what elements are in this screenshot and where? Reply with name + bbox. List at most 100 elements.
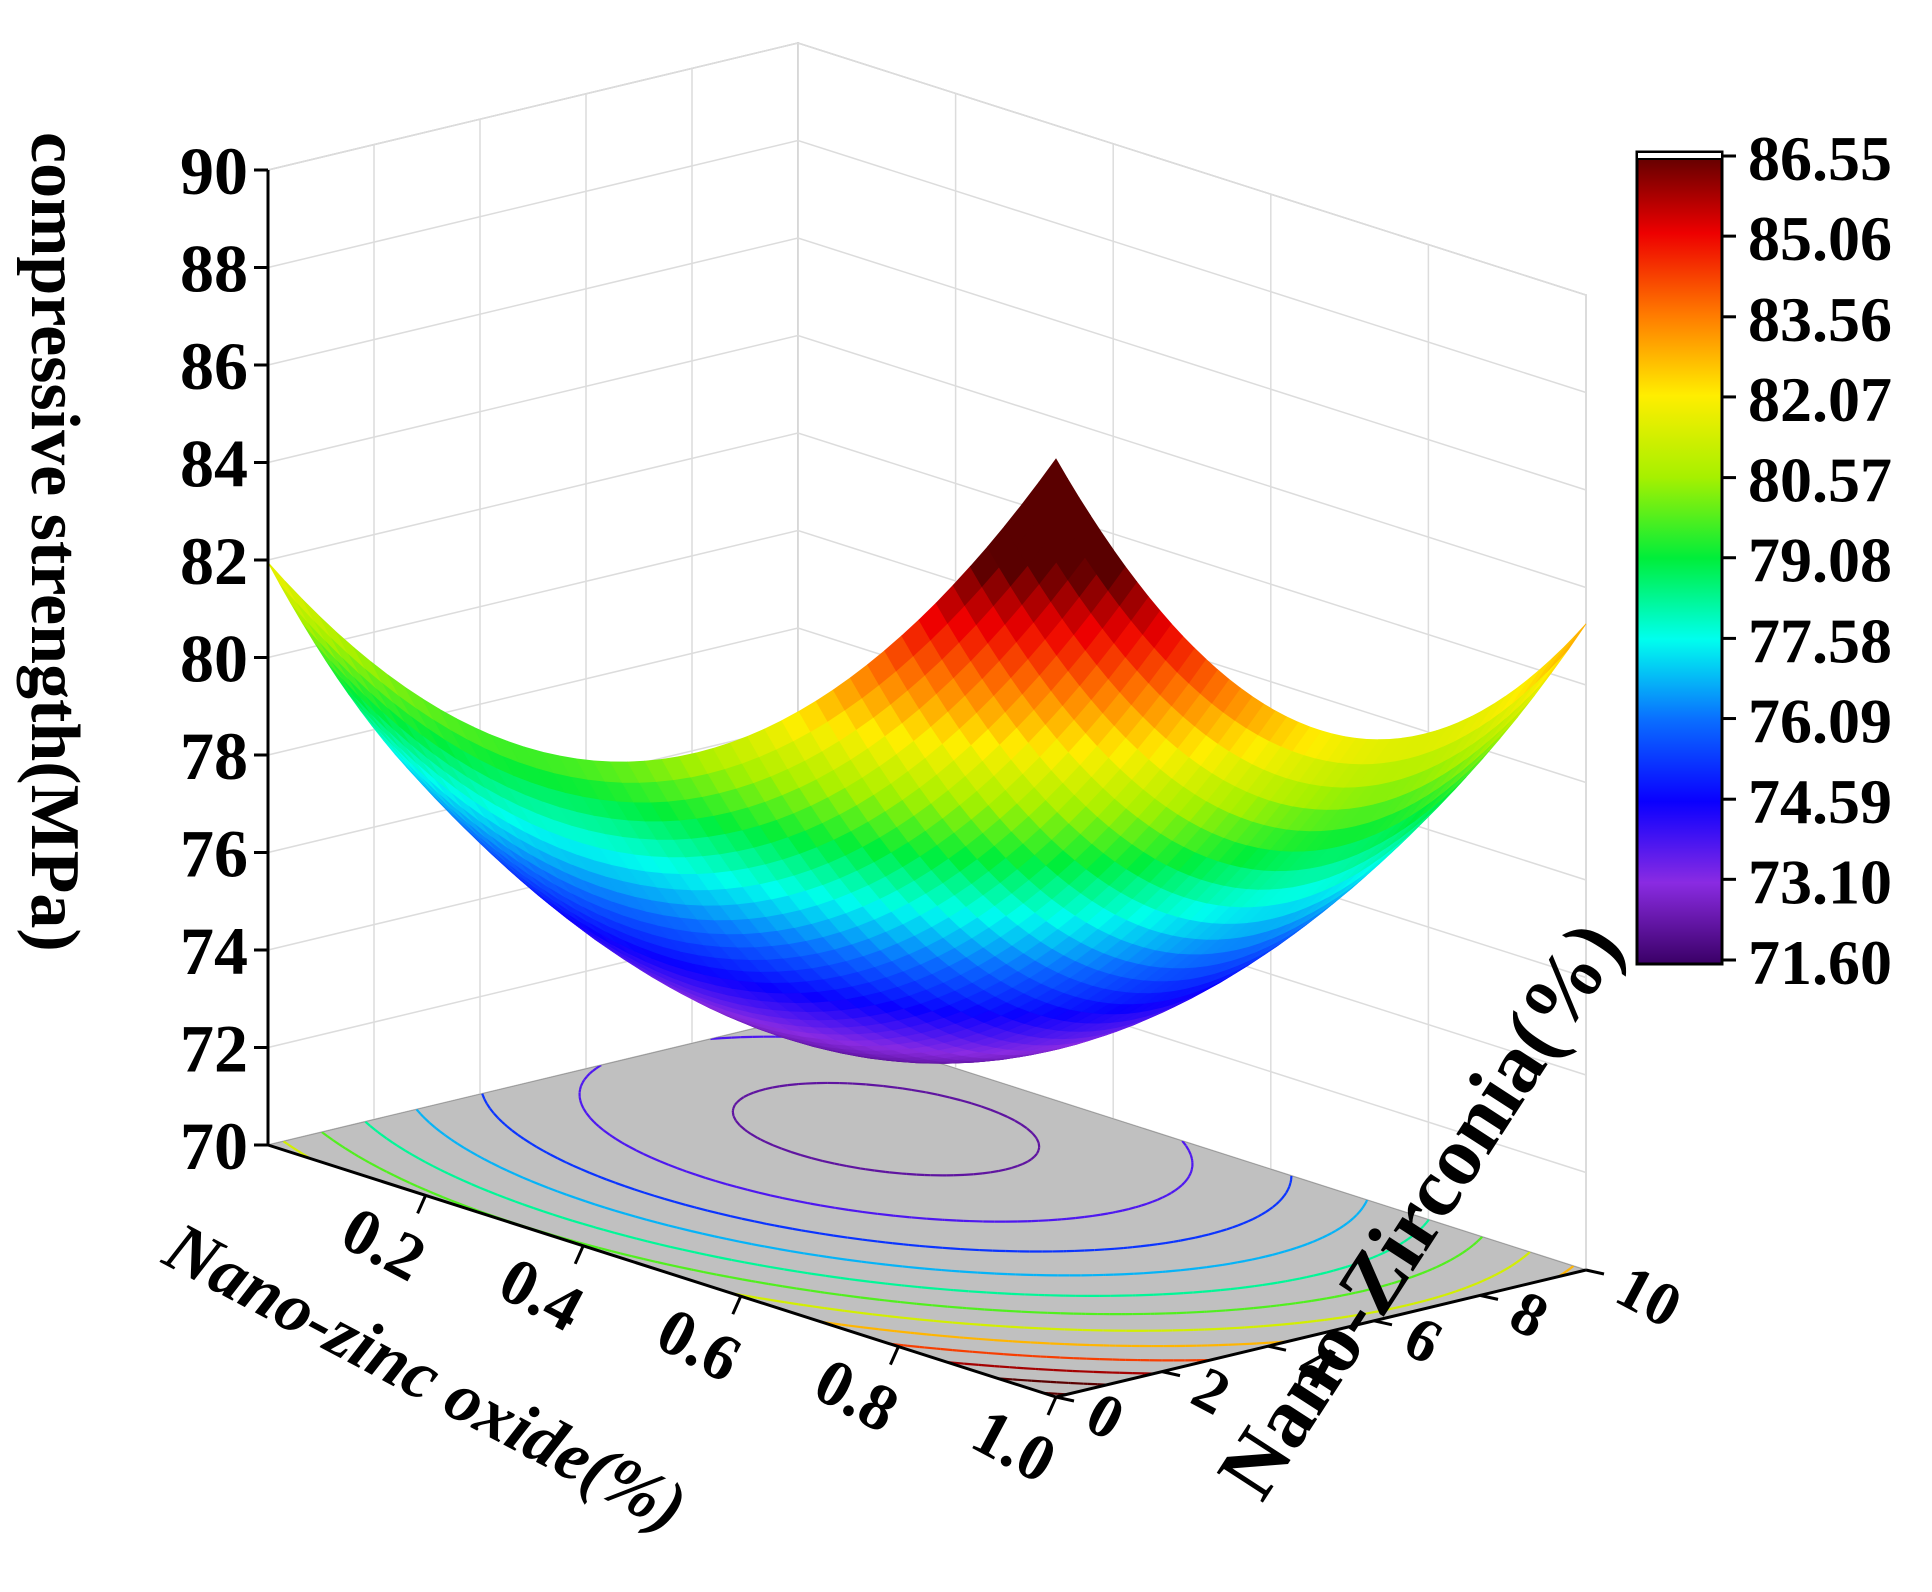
contour-segment bbox=[483, 1095, 484, 1099]
contour-segment bbox=[1288, 1187, 1289, 1190]
contour-segment bbox=[1037, 1343, 1050, 1344]
contour-segment bbox=[852, 1084, 865, 1085]
contour-segment bbox=[1037, 1139, 1039, 1142]
contour-segment bbox=[882, 1315, 888, 1316]
contour-segment bbox=[839, 1165, 847, 1167]
z-tick-label: 76 bbox=[180, 816, 248, 892]
contour-segment bbox=[683, 1170, 687, 1171]
contour-segment bbox=[1022, 1355, 1032, 1356]
z-tick-label: 70 bbox=[180, 1108, 248, 1184]
contour-segment bbox=[916, 1304, 931, 1305]
contour-segment bbox=[931, 1335, 943, 1336]
contour-segment bbox=[964, 1174, 974, 1175]
contour-segment bbox=[867, 1084, 883, 1085]
contour-segment bbox=[884, 1300, 897, 1301]
contour-segment bbox=[833, 1324, 841, 1325]
contour-segment bbox=[712, 1038, 722, 1039]
contour-segment bbox=[1230, 1262, 1237, 1263]
contour-segment bbox=[802, 1230, 806, 1231]
contour-segment bbox=[912, 1217, 927, 1218]
colorbar-tick-label: 86.55 bbox=[1748, 123, 1892, 194]
contour-segment bbox=[942, 1270, 951, 1271]
contour-segment bbox=[1289, 1183, 1290, 1186]
contour-segment bbox=[1511, 1265, 1512, 1266]
contour-segment bbox=[1226, 1310, 1235, 1311]
contour-segment bbox=[1288, 1303, 1296, 1304]
contour-segment bbox=[818, 1256, 826, 1257]
contour-segment bbox=[1478, 1240, 1479, 1241]
y-tick-mark bbox=[1586, 1270, 1604, 1274]
contour-segment bbox=[893, 1265, 903, 1266]
contour-segment bbox=[369, 1163, 372, 1165]
contour-segment bbox=[1084, 1216, 1092, 1217]
contour-segment bbox=[1271, 1306, 1276, 1307]
contour-segment bbox=[949, 1307, 962, 1308]
contour-segment bbox=[1246, 1286, 1254, 1287]
contour-segment bbox=[598, 1176, 601, 1177]
contour-segment bbox=[1188, 1176, 1189, 1178]
contour-segment bbox=[1189, 1173, 1191, 1176]
y-tick-mark bbox=[1162, 1372, 1180, 1376]
contour-segment bbox=[984, 1309, 992, 1310]
contour-segment bbox=[841, 1325, 848, 1326]
contour-segment bbox=[788, 1084, 797, 1085]
contour-segment bbox=[1046, 1357, 1059, 1358]
contour-segment bbox=[1092, 1215, 1100, 1216]
contour-segment bbox=[464, 1148, 466, 1149]
contour-segment bbox=[1009, 1367, 1017, 1368]
x-axis-label: Nano-zinc oxide(%) bbox=[152, 1208, 699, 1548]
contour-segment bbox=[867, 1240, 877, 1241]
contour-segment bbox=[1272, 1325, 1281, 1326]
contour-segment bbox=[1080, 1371, 1092, 1372]
contour-segment bbox=[1100, 1213, 1108, 1214]
contour-segment bbox=[1038, 1369, 1052, 1370]
contour-segment bbox=[1253, 1307, 1262, 1308]
contour-segment bbox=[857, 1211, 862, 1212]
contour-segment bbox=[322, 1132, 323, 1133]
contour-segment bbox=[1024, 1328, 1038, 1329]
contour-segment bbox=[810, 1291, 821, 1293]
contour-segment bbox=[1314, 1274, 1321, 1276]
contour-segment bbox=[1007, 1311, 1021, 1312]
contour-segment bbox=[1366, 1201, 1367, 1203]
contour-segment bbox=[996, 1326, 1006, 1327]
contour-segment bbox=[920, 1246, 926, 1247]
contour-segment bbox=[444, 1135, 445, 1136]
contour-segment bbox=[1032, 1381, 1042, 1382]
contour-segment bbox=[733, 1105, 734, 1108]
contour-segment bbox=[840, 1278, 850, 1279]
contour-segment bbox=[886, 1242, 893, 1243]
contour-segment bbox=[906, 1174, 917, 1175]
colorbar-top-cap bbox=[1637, 152, 1722, 159]
z-tick-label: 90 bbox=[180, 133, 248, 209]
colorbar-tick-label: 82.07 bbox=[1748, 364, 1892, 435]
contour-segment bbox=[877, 1241, 885, 1242]
contour-segment bbox=[1293, 1279, 1300, 1280]
contour-segment bbox=[296, 1149, 298, 1150]
contour-segment bbox=[979, 1250, 992, 1251]
contour-segment bbox=[1195, 1236, 1202, 1238]
z-tick-label: 84 bbox=[180, 426, 248, 502]
x-tick-mark bbox=[733, 1296, 741, 1314]
contour-segment bbox=[610, 1135, 612, 1137]
contour-segment bbox=[1220, 1289, 1229, 1290]
contour-segment bbox=[780, 1085, 788, 1086]
contour-segment bbox=[397, 1146, 399, 1147]
contour-segment bbox=[974, 1173, 983, 1174]
contour-segment bbox=[1259, 1257, 1266, 1259]
contour-segment bbox=[1122, 1209, 1129, 1211]
contour-segment bbox=[988, 1353, 1003, 1354]
contour-segment bbox=[935, 1247, 942, 1248]
contour-segment bbox=[1244, 1308, 1253, 1309]
contour-segment bbox=[969, 1291, 984, 1292]
contour-segment bbox=[848, 1326, 860, 1328]
contour-segment bbox=[1286, 1190, 1288, 1193]
contour-segment bbox=[909, 1245, 920, 1246]
contour-segment bbox=[1105, 1249, 1114, 1250]
contour-segment bbox=[779, 1197, 782, 1198]
contour-segment bbox=[1230, 1288, 1237, 1289]
contour-segment bbox=[872, 1314, 882, 1315]
contour-segment bbox=[965, 1364, 979, 1365]
y-tick-mark bbox=[1056, 1397, 1074, 1401]
contour-segment bbox=[332, 1140, 333, 1141]
